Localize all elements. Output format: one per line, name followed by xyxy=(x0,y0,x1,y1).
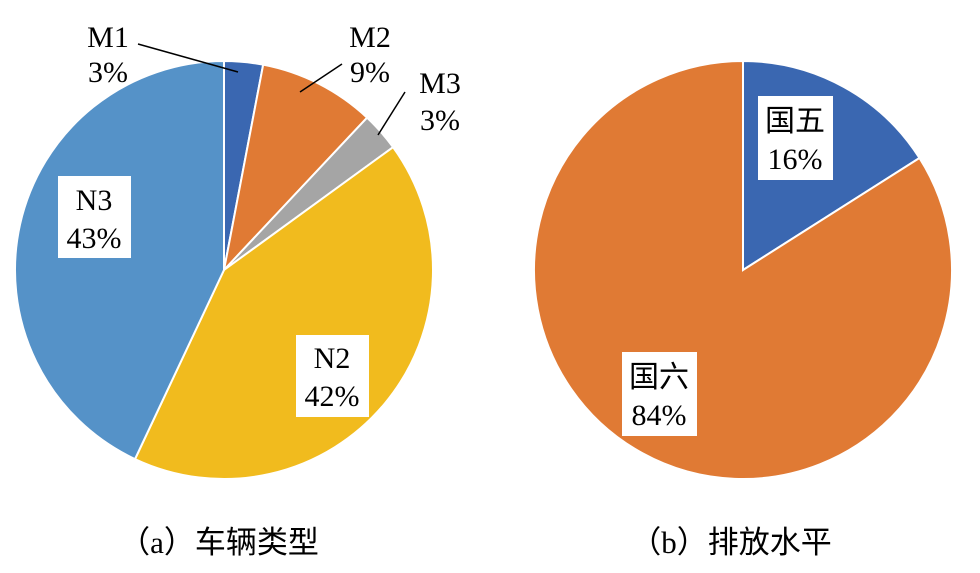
caption-a: （a）车辆类型 xyxy=(119,525,319,560)
pie-a-slices xyxy=(14,59,434,480)
slice-name-m3: M3 xyxy=(419,67,461,100)
pie-b-slices xyxy=(533,59,953,480)
label-box-guoliu xyxy=(622,352,697,436)
slice-label-m2: 9% xyxy=(350,56,390,89)
slice-label-n3: 43% xyxy=(67,222,122,255)
pie-a-slice-N3 xyxy=(14,59,225,461)
slice-name-m2: M2 xyxy=(349,21,391,54)
label-box-n3 xyxy=(58,176,131,258)
pie-chart-emission-level: 国五 16% 国六 84% （b）排放水平 xyxy=(533,59,953,560)
pie-a-slice-M2 xyxy=(222,63,369,274)
slice-name-m1: M1 xyxy=(87,21,129,54)
slice-label-n2: 42% xyxy=(305,380,360,413)
pie-chart-vehicle-type: M1 3% M2 9% M3 3% N3 43% N2 42% （a）车辆类型 xyxy=(14,21,461,560)
slice-label-guowu: 16% xyxy=(768,143,823,176)
slice-name-guoliu: 国六 xyxy=(629,361,689,394)
slice-label-guoliu: 84% xyxy=(632,399,687,432)
slice-label-m1: 3% xyxy=(88,56,128,89)
caption-b: （b）排放水平 xyxy=(630,525,832,560)
slice-label-m3: 3% xyxy=(420,104,460,137)
label-box-n2 xyxy=(296,335,369,417)
label-box-guowu xyxy=(758,96,833,180)
leader-line-m2 xyxy=(299,63,343,93)
leader-line-m3 xyxy=(377,91,406,136)
slice-name-guowu: 国五 xyxy=(765,105,825,138)
slice-name-n2: N2 xyxy=(314,342,351,375)
leader-line-m1 xyxy=(137,43,239,73)
slice-name-n3: N3 xyxy=(76,184,113,217)
